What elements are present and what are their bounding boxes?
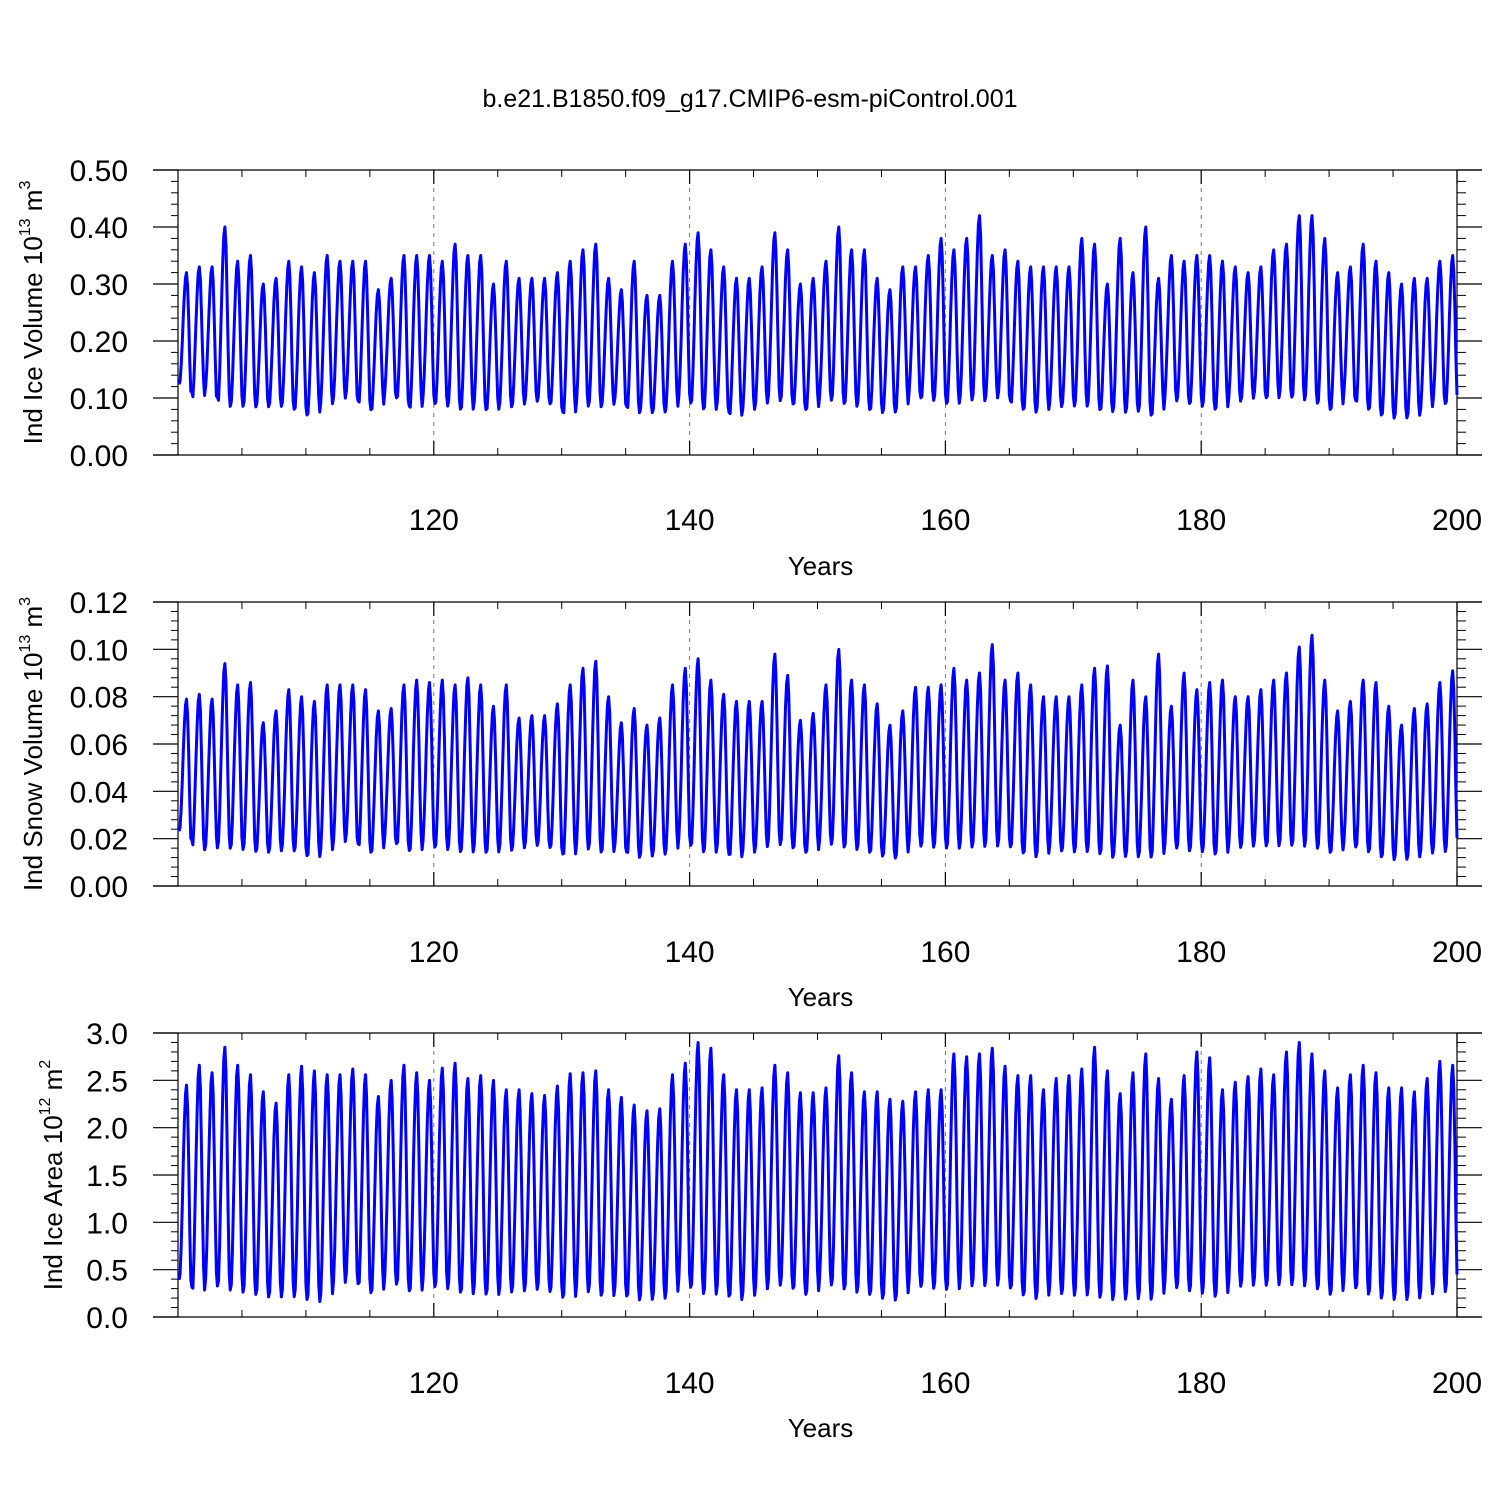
- x-tick-label: 200: [1432, 504, 1482, 537]
- chart-panel-1: 120 140 160 180 200 0.00 0.10 0.20 0.30 0.40 0.50 Y…: [17, 155, 1482, 581]
- x-tick-label: 200: [1432, 1367, 1482, 1400]
- y-tick-label: 0.40: [70, 212, 128, 245]
- x-tick-label: 120: [409, 1367, 459, 1400]
- y-tick-label: 0.10: [70, 634, 128, 667]
- x-axis-label: Years: [788, 551, 854, 581]
- y-tick-label: 0.10: [70, 383, 128, 416]
- y-tick-label: 0.08: [70, 682, 128, 715]
- y-tick-label: 0.30: [70, 269, 128, 302]
- x-tick-label: 160: [920, 1367, 970, 1400]
- x-tick-label: 180: [1176, 504, 1226, 537]
- chart-panel-3: 120 140 160 180 200 0.0 0.5 1.0 1.5 2.0 2.5 3.0 Year…: [37, 1018, 1482, 1443]
- y-tick-label: 0.5: [86, 1255, 128, 1288]
- x-tick-label: 120: [409, 504, 459, 537]
- y-axis-label: Ind Ice Volume 1013 m3: [17, 181, 48, 445]
- y-tick-label: 0.0: [86, 1302, 128, 1335]
- x-axis-label: Years: [788, 1413, 854, 1443]
- y-tick-label: 0.50: [70, 155, 128, 188]
- x-axis-label: Years: [788, 982, 854, 1012]
- chart-title: b.e21.B1850.f09_g17.CMIP6-esm-piControl.…: [482, 85, 1017, 113]
- x-tick-label: 140: [665, 936, 715, 969]
- y-tick-label: 0.04: [70, 776, 128, 809]
- x-tick-label: 140: [665, 504, 715, 537]
- data-series-line: [177, 1041, 1459, 1303]
- x-tick-label: 160: [920, 936, 970, 969]
- x-tick-label: 180: [1176, 1367, 1226, 1400]
- data-series-line: [177, 214, 1459, 420]
- x-tick-label: 200: [1432, 936, 1482, 969]
- y-tick-label: 1.0: [86, 1207, 128, 1240]
- y-axis-label: Ind Ice Area 1012 m2: [37, 1060, 68, 1291]
- data-series-line: [177, 633, 1459, 862]
- y-tick-label: 0.00: [70, 440, 128, 473]
- chart-panel-2: 120 140 160 180 200 0.00 0.02 0.04 0.06 0.08 0.10 0…: [17, 587, 1482, 1012]
- x-tick-label: 160: [920, 504, 970, 537]
- y-tick-label: 0.02: [70, 824, 128, 857]
- y-tick-label: 0.00: [70, 871, 128, 904]
- y-tick-label: 0.12: [70, 587, 128, 620]
- y-tick-label: 0.20: [70, 326, 128, 359]
- x-tick-label: 120: [409, 936, 459, 969]
- y-tick-label: 0.06: [70, 729, 128, 762]
- y-tick-label: 2.5: [86, 1065, 128, 1098]
- x-tick-label: 180: [1176, 936, 1226, 969]
- y-tick-label: 3.0: [86, 1018, 128, 1051]
- y-tick-label: 1.5: [86, 1160, 128, 1193]
- x-tick-label: 140: [665, 1367, 715, 1400]
- y-axis-label: Ind Snow Volume 1013 m3: [17, 597, 48, 891]
- y-tick-label: 2.0: [86, 1113, 128, 1146]
